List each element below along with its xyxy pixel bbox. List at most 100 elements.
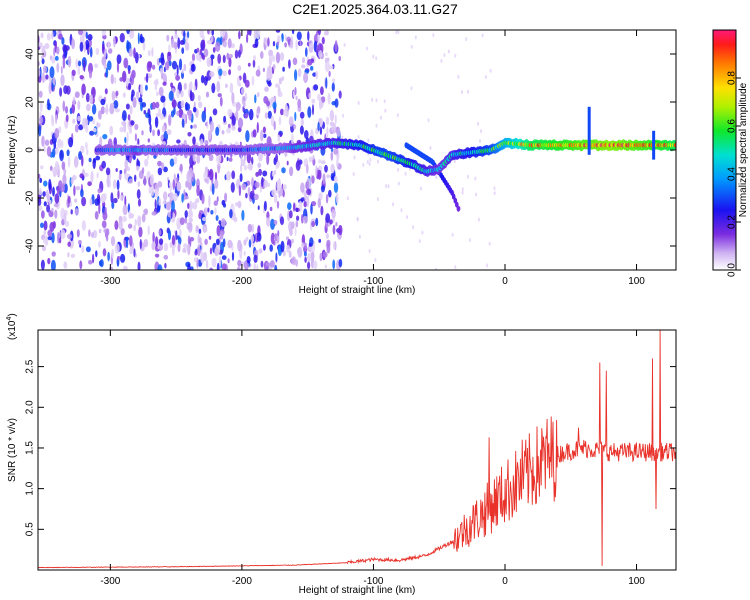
spectrogram-noise-cell xyxy=(291,30,295,35)
spectrogram-noise-cell xyxy=(237,65,242,72)
spectrogram-noise-cell xyxy=(267,81,272,87)
spectrogram-noise-cell xyxy=(228,56,232,68)
spectrogram-noise-cell xyxy=(183,195,189,200)
spectrogram-noise-cell xyxy=(333,148,339,155)
spectrogram-noise-cell xyxy=(226,127,231,134)
spectrogram-noise-cell xyxy=(164,262,167,269)
spectrogram-noise-cell xyxy=(140,84,144,96)
spectrogram-noise-cell xyxy=(176,64,179,76)
spectrogram-noise-cell xyxy=(205,259,209,269)
spectrogram-noise-cell xyxy=(454,53,457,58)
spectrogram-noise-cell xyxy=(334,40,338,53)
spectrogram-noise-cell xyxy=(312,154,315,161)
spectrogram-noise-cell xyxy=(67,252,70,258)
spectrogram-noise-cell xyxy=(257,162,262,169)
colorbar-ticks: 0.0 0.2 0.4 0.6 0.8 xyxy=(727,71,741,277)
spectrogram-noise-cell xyxy=(465,37,468,42)
spectrogram-noise-cell xyxy=(215,41,221,52)
spectrogram-noise-cell xyxy=(221,263,227,270)
spectrogram-noise-cell xyxy=(43,65,47,73)
spectrogram-noise-cell xyxy=(179,163,183,172)
spectrogram-noise-cell xyxy=(240,153,243,162)
spectrogram-noise-cell xyxy=(288,116,294,127)
spectrogram-noise-cell xyxy=(237,239,242,252)
spectrogram-noise-cell xyxy=(124,195,127,207)
spectrogram-noise-cell xyxy=(79,34,85,45)
spectrogram-noise-cell xyxy=(271,189,276,197)
spectrogram-noise-cell xyxy=(200,75,205,84)
spectrogram-noise-cell xyxy=(95,47,100,56)
spectrogram-noise-cell xyxy=(86,103,91,112)
spectrogram-noise-cell xyxy=(368,162,371,167)
spectrogram-noise-cell xyxy=(484,75,487,80)
spectrogram-noise-cell xyxy=(325,213,331,224)
spectrogram-noise-cell xyxy=(319,126,323,135)
spectrogram-noise-cell xyxy=(138,226,143,238)
spectrogram-noise-cell xyxy=(154,189,159,199)
spectrogram-noise-cell xyxy=(122,110,127,122)
spectrogram-noise-cell xyxy=(187,243,191,256)
spectrogram-noise-cell xyxy=(188,112,192,121)
spectrogram-noise-cell xyxy=(181,118,185,128)
spectrogram-noise-cell xyxy=(262,170,268,177)
spectrogram-noise-cell xyxy=(102,134,108,140)
spectrogram-noise-cell xyxy=(192,201,198,210)
spectrogram-noise-cell xyxy=(308,156,313,163)
spectrogram-noise-cell xyxy=(49,66,55,79)
spectrogram-noise-cell xyxy=(114,77,117,84)
spectrogram-trace-cell xyxy=(673,142,676,148)
spectrogram-noise-cell xyxy=(119,194,123,201)
spectrogram-noise-cell xyxy=(218,220,222,225)
spectrogram-noise-cell xyxy=(294,111,297,122)
spectrogram-noise-cell xyxy=(152,231,155,243)
colorbar-tick-label: 0.8 xyxy=(727,71,738,85)
spectrogram-noise-cell xyxy=(198,212,202,220)
spectrogram-noise-cell xyxy=(253,55,256,61)
spectrogram-noise-cell xyxy=(432,33,435,38)
spectrogram-noise-cell xyxy=(114,108,120,113)
spectrogram-noise-cell xyxy=(79,173,84,179)
spectrogram-noise-cell xyxy=(176,89,180,99)
spectrogram-noise-cell xyxy=(235,202,239,207)
spectrogram-noise-cell xyxy=(295,95,298,101)
spectrogram-noise-cell xyxy=(105,67,109,78)
spectrogram-noise-cell xyxy=(41,135,45,147)
spectrogram-noise-cell xyxy=(303,200,307,208)
spectrogram-noise-cell xyxy=(135,52,139,64)
spectrogram-noise-cell xyxy=(179,228,182,238)
spectrogram-noise-cell xyxy=(74,91,80,98)
spectrogram-noise-cell xyxy=(272,63,276,70)
spectrogram-noise-cell xyxy=(168,44,171,54)
spectrogram-noise-cell xyxy=(129,73,135,86)
spectrogram-noise-cell xyxy=(155,101,160,109)
spectrogram-noise-cell xyxy=(170,110,175,118)
spectrogram-noise-cell xyxy=(117,190,120,200)
spectrogram-noise-cell xyxy=(311,251,315,262)
spectrogram-noise-cell xyxy=(111,248,114,259)
spectrogram-noise-cell xyxy=(91,232,94,238)
spectrogram-noise-cell xyxy=(201,193,205,205)
spectrogram-noise-cell xyxy=(331,125,334,132)
spectrogram-noise-cell xyxy=(98,203,101,215)
spectrogram-noise-cell xyxy=(138,97,143,103)
spectrogram-noise-cell xyxy=(118,219,123,230)
spectrogram-noise-cell xyxy=(477,121,479,126)
spectrogram-noise-cell xyxy=(124,158,128,170)
spectrogram-noise-cell xyxy=(41,45,46,55)
snr-y-axis-label: SNR (10 * v/v) xyxy=(7,418,18,482)
spectrogram-noise-cell xyxy=(258,168,262,176)
spectrogram-noise-cell xyxy=(218,255,222,268)
spectrogram-noise-cell xyxy=(129,30,135,39)
spectrogram-noise-cell xyxy=(262,126,266,134)
spectrogram-noise-cell xyxy=(240,164,243,173)
spectrogram-y-axis-label: Frequency (Hz) xyxy=(7,116,18,185)
spectrogram-noise-cell xyxy=(228,157,233,162)
spectrogram-noise-cell xyxy=(324,264,328,269)
spectrogram-noise-cell xyxy=(84,172,89,177)
y-tick-label: 2.0 xyxy=(25,400,36,414)
spectrogram-noise-cell xyxy=(375,98,378,103)
spectrogram-noise-cell xyxy=(336,158,339,168)
spectrogram-noise-cell xyxy=(171,99,177,109)
spectrogram-noise-cell xyxy=(105,167,111,176)
spectrogram-noise-cell xyxy=(124,136,127,144)
